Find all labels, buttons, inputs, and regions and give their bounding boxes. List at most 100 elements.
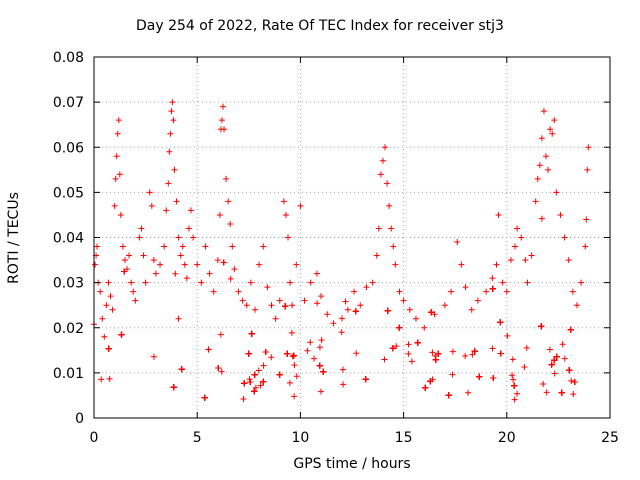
data-point-noise <box>489 345 496 352</box>
data-point-noise <box>307 339 314 346</box>
data-point-noise <box>352 308 359 315</box>
data-point-152 <box>583 216 590 223</box>
data-point-118 <box>462 284 469 291</box>
data-point-noise <box>570 391 577 398</box>
y-tick-label-5: 0.05 <box>53 185 84 201</box>
data-point-39 <box>168 108 175 115</box>
data-point-noise <box>286 379 293 386</box>
data-point-80 <box>282 211 289 218</box>
data-point-noise <box>553 353 560 360</box>
data-point-55 <box>206 270 213 277</box>
data-point-noise <box>260 378 267 385</box>
data-point-noise <box>276 371 283 378</box>
data-point-noise <box>251 388 258 395</box>
data-point-noise <box>566 367 573 374</box>
data-point-noise <box>445 392 452 399</box>
data-point-115 <box>448 288 455 295</box>
data-point-noise <box>342 298 349 305</box>
data-point-noise <box>389 345 396 352</box>
data-point-noise <box>509 356 516 363</box>
data-point-noise <box>393 343 400 350</box>
data-point-noise <box>339 366 346 373</box>
x-axis-label: GPS time / hours <box>293 456 411 472</box>
data-point-noise <box>282 303 289 310</box>
data-point-noise <box>304 347 311 354</box>
data-point-noise <box>311 355 318 362</box>
data-point-126 <box>503 288 510 295</box>
data-point-noise <box>568 377 575 384</box>
data-point-noise <box>353 350 360 357</box>
data-point-93 <box>344 306 351 313</box>
data-point-noise <box>523 344 530 351</box>
data-point-25 <box>136 234 143 241</box>
data-point-21 <box>126 252 133 259</box>
data-point-noise <box>538 215 545 222</box>
data-point-38 <box>167 130 174 137</box>
data-point-noise <box>201 394 208 401</box>
data-point-noise <box>289 353 296 360</box>
data-point-noise <box>338 315 345 322</box>
y-tick-label-1: 0.01 <box>53 366 84 382</box>
data-point-60 <box>218 117 225 124</box>
data-point-123 <box>493 261 500 268</box>
data-point-noise <box>172 270 179 277</box>
data-point-64 <box>225 198 232 205</box>
data-point-noise <box>414 339 421 346</box>
data-point-noise <box>241 380 248 387</box>
data-point-84 <box>293 261 300 268</box>
data-point-65 <box>227 220 234 227</box>
data-point-noise <box>268 354 275 361</box>
data-point-129 <box>514 225 521 232</box>
data-point-11 <box>111 202 118 209</box>
data-point-96 <box>363 284 370 291</box>
data-point-2 <box>94 243 101 250</box>
data-point-noise <box>546 346 553 353</box>
data-point-47 <box>181 261 188 268</box>
data-point-noise <box>247 379 254 386</box>
data-point-56 <box>210 288 217 295</box>
data-point-135 <box>534 175 541 182</box>
data-points <box>91 99 592 403</box>
data-point-noise <box>571 378 578 385</box>
data-point-76 <box>268 302 275 309</box>
data-point-130 <box>518 234 525 241</box>
data-point-125 <box>499 279 506 286</box>
data-point-noise <box>497 319 504 326</box>
data-point-28 <box>142 279 149 286</box>
data-point-151 <box>582 243 589 250</box>
data-point-154 <box>585 144 592 151</box>
data-point-107 <box>392 261 399 268</box>
data-point-noise <box>396 324 403 331</box>
data-point-noise <box>290 352 297 359</box>
data-point-noise <box>205 346 212 353</box>
data-point-119 <box>468 306 475 313</box>
data-point-114 <box>441 302 448 309</box>
data-point-128 <box>512 243 519 250</box>
data-point-noise <box>318 337 325 344</box>
data-point-noise <box>567 326 574 333</box>
data-point-91 <box>330 320 337 327</box>
data-point-noise <box>559 341 566 348</box>
data-point-noise <box>548 361 555 368</box>
data-point-noise <box>314 300 321 307</box>
data-point-99 <box>375 225 382 232</box>
data-point-noise <box>105 345 112 352</box>
x-tick-label-5: 25 <box>601 430 619 446</box>
data-point-63 <box>223 175 230 182</box>
data-point-noise <box>260 362 267 369</box>
x-tick-label-0: 0 <box>90 430 99 446</box>
data-point-noise <box>471 348 478 355</box>
data-point-86 <box>301 297 308 304</box>
data-point-13 <box>113 153 120 160</box>
data-point-49 <box>185 225 192 232</box>
data-point-noise <box>288 329 295 336</box>
data-point-noise <box>178 366 185 373</box>
data-point-134 <box>532 198 539 205</box>
data-point-noise <box>227 275 234 282</box>
data-point-23 <box>130 288 137 295</box>
data-point-12 <box>112 175 119 182</box>
data-point-20 <box>124 266 131 273</box>
data-point-30 <box>148 202 155 209</box>
data-point-124 <box>495 211 502 218</box>
data-point-82 <box>287 279 294 286</box>
